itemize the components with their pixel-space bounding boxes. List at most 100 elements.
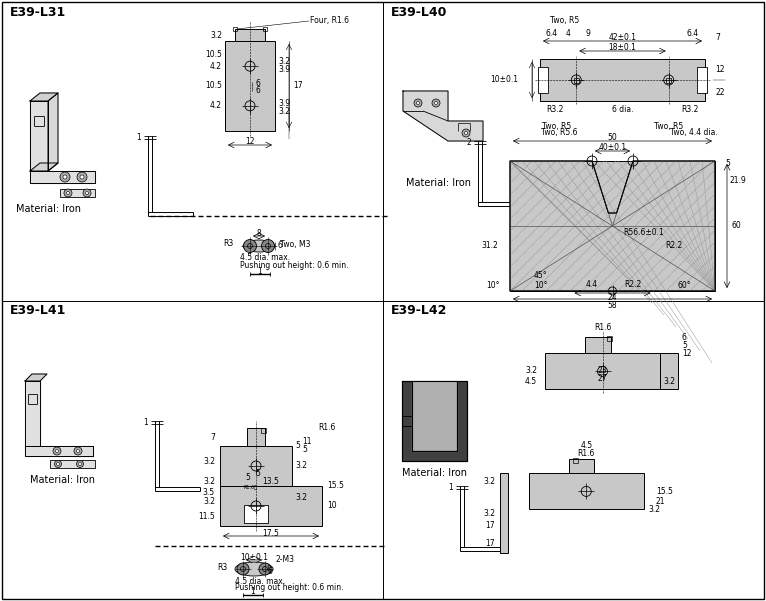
Text: 10.5: 10.5 xyxy=(205,50,222,59)
Text: 1: 1 xyxy=(257,266,263,275)
Circle shape xyxy=(60,172,70,182)
Text: Four, R1.6: Four, R1.6 xyxy=(310,16,349,25)
Circle shape xyxy=(63,175,67,179)
Text: 10°: 10° xyxy=(486,281,500,290)
Text: 17: 17 xyxy=(293,82,303,91)
Text: 2: 2 xyxy=(466,138,471,147)
Polygon shape xyxy=(412,381,457,451)
Text: 60: 60 xyxy=(731,222,741,231)
Circle shape xyxy=(53,447,61,455)
Text: 10±0.1: 10±0.1 xyxy=(490,76,518,85)
Text: 6 dia.: 6 dia. xyxy=(612,105,633,114)
Bar xyxy=(220,446,292,486)
Text: 4.5: 4.5 xyxy=(525,376,537,385)
Text: R2.2: R2.2 xyxy=(666,241,683,250)
Text: 40±0.1: 40±0.1 xyxy=(598,144,627,153)
Bar xyxy=(50,460,95,468)
Bar xyxy=(235,29,265,41)
Circle shape xyxy=(55,450,58,453)
Text: 4.4: 4.4 xyxy=(586,280,598,289)
Text: 9: 9 xyxy=(586,28,591,37)
Circle shape xyxy=(80,175,84,179)
Text: 3.2: 3.2 xyxy=(210,31,222,40)
Text: 4.5 dia. max.: 4.5 dia. max. xyxy=(235,576,285,585)
Text: 5: 5 xyxy=(725,159,730,168)
Text: 60°: 60° xyxy=(677,281,691,290)
Text: 12: 12 xyxy=(682,349,692,358)
Bar xyxy=(585,337,611,353)
Polygon shape xyxy=(25,446,93,456)
Polygon shape xyxy=(403,91,483,141)
Polygon shape xyxy=(30,171,95,183)
Text: E39-L42: E39-L42 xyxy=(391,304,447,317)
Circle shape xyxy=(417,102,420,105)
Circle shape xyxy=(57,463,60,466)
Text: 4.2: 4.2 xyxy=(210,102,222,111)
Text: 3.9: 3.9 xyxy=(278,65,290,74)
Circle shape xyxy=(261,240,274,252)
Text: E39-L41: E39-L41 xyxy=(10,304,67,317)
Text: Two, R5: Two, R5 xyxy=(542,121,571,130)
Text: Two, R5: Two, R5 xyxy=(653,121,683,130)
Text: 6: 6 xyxy=(278,242,283,251)
Circle shape xyxy=(259,563,271,575)
Text: 18±0.1: 18±0.1 xyxy=(608,43,637,52)
Text: 3.2: 3.2 xyxy=(525,366,537,375)
Text: 22: 22 xyxy=(715,88,725,97)
Text: 15.5: 15.5 xyxy=(656,487,673,496)
Polygon shape xyxy=(510,161,715,291)
Bar xyxy=(263,27,267,31)
Text: Two, 4.4 dia.: Two, 4.4 dia. xyxy=(670,129,718,138)
Text: 6: 6 xyxy=(268,567,273,576)
Text: 17.5: 17.5 xyxy=(263,528,280,537)
Bar xyxy=(569,459,594,473)
Text: Material: Iron: Material: Iron xyxy=(405,178,470,188)
Text: 3.2: 3.2 xyxy=(203,478,215,486)
Bar xyxy=(220,486,322,526)
Text: 6.4: 6.4 xyxy=(687,28,699,37)
Text: 5: 5 xyxy=(302,445,307,454)
Polygon shape xyxy=(30,93,58,101)
Text: 6: 6 xyxy=(255,86,260,95)
Text: 3.2: 3.2 xyxy=(295,462,307,471)
Text: 1: 1 xyxy=(250,588,255,597)
Bar xyxy=(545,353,660,389)
Text: R3.2: R3.2 xyxy=(681,105,699,114)
Text: 5: 5 xyxy=(256,469,260,478)
Text: R1.6: R1.6 xyxy=(319,424,336,433)
Text: 3.2: 3.2 xyxy=(663,376,675,385)
Text: Material: Iron: Material: Iron xyxy=(401,468,466,478)
Text: 5: 5 xyxy=(682,341,687,350)
Text: 17: 17 xyxy=(486,539,495,548)
Bar xyxy=(510,161,715,291)
Text: Material: Iron: Material: Iron xyxy=(15,204,80,214)
Text: 50: 50 xyxy=(607,133,617,142)
Circle shape xyxy=(414,99,422,107)
Circle shape xyxy=(74,447,82,455)
Text: 3.2: 3.2 xyxy=(295,493,307,502)
Bar xyxy=(233,27,237,31)
Text: 10.5: 10.5 xyxy=(205,82,222,91)
Text: 4.2: 4.2 xyxy=(210,62,222,71)
Bar xyxy=(540,59,705,101)
Text: 4.5 dia. max.: 4.5 dia. max. xyxy=(240,254,290,263)
Text: R3: R3 xyxy=(223,240,233,248)
Text: 17: 17 xyxy=(486,520,495,529)
Text: 10: 10 xyxy=(327,501,336,510)
Text: R1.6: R1.6 xyxy=(594,323,611,332)
Text: 11.5: 11.5 xyxy=(198,512,215,521)
Circle shape xyxy=(83,189,91,197)
Text: 1: 1 xyxy=(143,418,148,427)
Text: 15.5: 15.5 xyxy=(327,481,344,490)
Text: R1.6: R1.6 xyxy=(578,448,595,457)
Text: 4.5: 4.5 xyxy=(580,441,592,450)
Text: 12: 12 xyxy=(715,65,725,74)
Text: 7: 7 xyxy=(715,34,720,43)
Text: 13.5: 13.5 xyxy=(263,478,280,486)
Text: 6.4: 6.4 xyxy=(546,28,558,37)
Text: E39-L31: E39-L31 xyxy=(10,5,66,19)
Bar xyxy=(247,428,265,446)
Polygon shape xyxy=(25,381,40,446)
Circle shape xyxy=(464,132,467,135)
Text: 24: 24 xyxy=(607,293,617,302)
